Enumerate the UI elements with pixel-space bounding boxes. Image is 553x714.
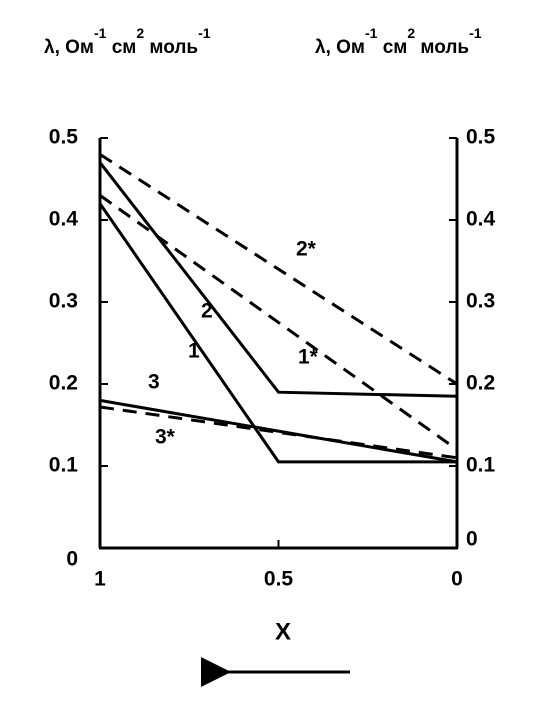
series-line	[99, 194, 458, 451]
series-label: 2	[201, 300, 213, 323]
x-tick-label: 1	[94, 568, 106, 591]
superscript: 2	[136, 25, 144, 41]
y-tick-label: 0.2	[49, 372, 78, 395]
series-line	[98, 202, 457, 464]
y-tick-label: 0.1	[49, 454, 79, 477]
y2-tick-label: 0.1	[466, 454, 496, 477]
superscript: -1	[365, 25, 378, 41]
superscript: -1	[469, 25, 482, 41]
label-text: λ, Ом	[315, 37, 365, 58]
x-tick-label: 0	[451, 568, 463, 591]
y2-axis-label: λ, Ом-1 см2 моль-1	[315, 25, 482, 58]
label-text: см	[106, 37, 136, 58]
y-tick-label: 0.3	[49, 290, 78, 313]
y2-tick-label: 0.4	[466, 208, 496, 231]
series-label: 2*	[296, 238, 317, 261]
y-tick-label: 0.5	[49, 126, 79, 149]
y2-tick-label: 0	[466, 528, 478, 551]
label-text: моль	[415, 37, 469, 58]
series-label: 1	[188, 340, 200, 363]
series-line	[99, 405, 458, 460]
label-text: λ, Ом	[44, 37, 94, 58]
series-label: 1*	[298, 346, 319, 369]
x-axis-label: X	[275, 618, 291, 645]
superscript: -1	[198, 25, 211, 41]
series-line	[99, 398, 458, 464]
y2-tick-label: 0.3	[466, 290, 495, 313]
y-tick-label: 0	[66, 548, 78, 571]
series-label: 3*	[155, 426, 176, 449]
superscript: 2	[407, 25, 415, 41]
y-tick-label: 0.4	[49, 208, 79, 231]
series-label: 3	[148, 371, 160, 394]
y-axis-label: λ, Ом-1 см2 моль-1	[44, 25, 211, 58]
x-tick-label: 0.5	[264, 568, 294, 591]
y2-tick-label: 0.2	[466, 372, 495, 395]
series-line	[99, 153, 458, 386]
y2-tick-label: 0.5	[466, 126, 496, 149]
label-text: см	[377, 37, 407, 58]
label-text: моль	[144, 37, 198, 58]
superscript: -1	[94, 25, 107, 41]
